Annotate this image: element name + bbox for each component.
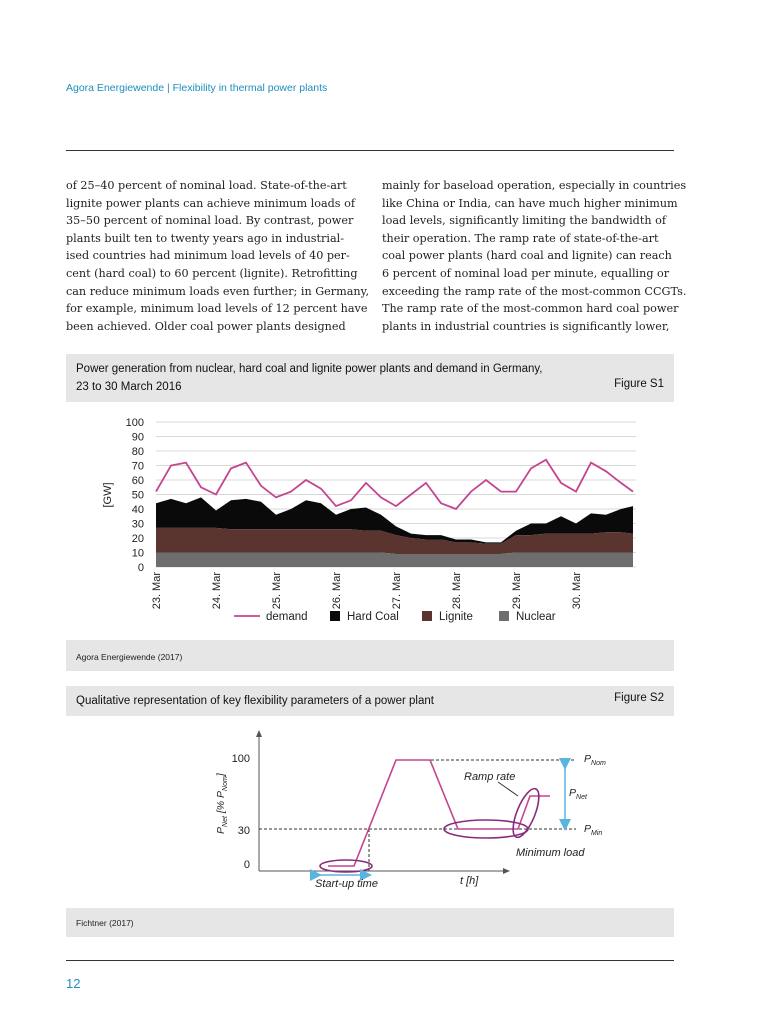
- body-column-right: mainly for baseload operation, especiall…: [382, 177, 687, 335]
- y-tick-label: 40: [132, 504, 144, 516]
- body-column-left: of 25–40 percent of nominal load. State-…: [66, 177, 369, 335]
- figure-s1: Power generation from nuclear, hard coal…: [66, 354, 674, 671]
- text-line: 35–50 percent of nominal load. By contra…: [66, 214, 354, 228]
- text-line: ised countries had minimum load levels o…: [66, 249, 350, 263]
- text-line: lignite power plants can achieve minimum…: [66, 196, 355, 210]
- y-axis-arrow: [256, 730, 262, 737]
- text-line: load levels, significantly limiting the …: [382, 214, 666, 228]
- minimum-load-label: Minimum load: [516, 847, 585, 859]
- legend-swatch-nuclear: [499, 611, 509, 621]
- x-tick-label: 30. Mar: [571, 572, 583, 610]
- text-line: 6 percent of nominal load per minute, eq…: [382, 266, 670, 280]
- x-tick-label: 23. Mar: [151, 572, 163, 610]
- figure-title-line: Power generation from nuclear, hard coal…: [76, 363, 543, 375]
- p-min-label: PMin: [584, 823, 602, 837]
- figure-s2: Qualitative representation of key flexib…: [66, 686, 674, 937]
- legend-swatch-hard-coal: [330, 611, 340, 621]
- x-tick-label: 25. Mar: [271, 572, 283, 610]
- legend-label: Lignite: [439, 611, 473, 623]
- startup-time-label: Start-up time: [315, 878, 378, 890]
- text-line: The ramp rate of the most-common hard co…: [382, 302, 679, 316]
- figure-title-line: 23 to 30 March 2016: [76, 381, 182, 393]
- y-tick-label: 30: [238, 825, 250, 837]
- x-tick-label: 27. Mar: [391, 572, 403, 610]
- y-tick-label: 100: [232, 753, 250, 765]
- legend-label: Nuclear: [516, 611, 556, 623]
- p-net-label: PNet: [569, 787, 588, 801]
- flexibility-diagram: 100 30 0 PNet [% PNom] Ramp rate Minimum…: [215, 730, 606, 890]
- text-line: plants in industrial countries is signif…: [382, 319, 670, 333]
- figure-s1-source: Agora Energiewende (2017): [76, 652, 183, 662]
- y-tick-label: 0: [138, 562, 144, 574]
- text-line: their operation. The ramp rate of state-…: [382, 231, 659, 245]
- y-tick-label: 100: [126, 417, 144, 429]
- y-tick-label: 20: [132, 533, 144, 545]
- y-tick-label: 60: [132, 475, 144, 487]
- figure-s2-title: Qualitative representation of key flexib…: [76, 695, 434, 707]
- legend-label: demand: [266, 611, 308, 623]
- text-line: like China or India, can have much highe…: [382, 196, 678, 210]
- text-line: of 25–40 percent of nominal load. State-…: [66, 179, 347, 192]
- x-tick-label: 28. Mar: [451, 572, 463, 610]
- chart-svg: 0 10 20 30 40 50 60 70 80 90 100 [GW] 23. Mar 24. Mar…: [102, 417, 636, 623]
- ramp-rate-ellipse: [512, 787, 540, 839]
- ramp-rate-pointer: [497, 781, 519, 797]
- x-axis-arrow: [503, 868, 510, 874]
- x-tick-label: 24. Mar: [211, 572, 223, 610]
- demand-line: [155, 458, 634, 511]
- header-rule: [66, 150, 674, 151]
- nuclear-area: [156, 552, 633, 567]
- power-curve: [328, 759, 550, 867]
- x-tick-label: 29. Mar: [511, 572, 523, 610]
- y-axis-label: [GW]: [102, 482, 114, 507]
- text-line: for example, minimum load levels of 12 p…: [66, 302, 368, 316]
- y-tick-label: 10: [132, 548, 144, 560]
- legend-swatch-lignite: [422, 611, 432, 621]
- text-line: plants built ten to twenty years ago in …: [66, 231, 344, 245]
- y-tick-label: 90: [132, 432, 144, 444]
- hard-coal-area: [156, 497, 633, 544]
- ramp-rate-label: Ramp rate: [464, 771, 515, 783]
- y-tick-label: 30: [132, 519, 144, 531]
- y-tick-label: 50: [132, 490, 144, 502]
- figure-s2-plot-area: 100 30 0 PNet [% PNom] Ramp rate Minimum…: [66, 716, 674, 908]
- figure-s1-title: Power generation from nuclear, hard coal…: [76, 360, 542, 396]
- legend-label: Hard Coal: [347, 611, 399, 623]
- y-tick-label: 80: [132, 446, 144, 458]
- y-tick-label: 70: [132, 461, 144, 473]
- y-axis-label: PNet [% PNom]: [215, 772, 229, 834]
- x-axis-label: t [h]: [460, 875, 479, 887]
- text-line: cent (hard coal) to 60 percent (lignite)…: [66, 266, 358, 280]
- y-tick-label: 0: [244, 859, 250, 871]
- text-line: exceeding the ramp rate of the most-comm…: [382, 284, 687, 298]
- lignite-area: [156, 527, 633, 554]
- figure-s2-label: Figure S2: [614, 692, 664, 704]
- p-nom-label: PNom: [584, 753, 606, 767]
- text-line: been achieved. Older coal power plants d…: [66, 319, 346, 333]
- figure-s2-source: Fichtner (2017): [76, 918, 134, 928]
- footer-rule: [66, 960, 674, 961]
- text-line: can reduce minimum loads even further; i…: [66, 284, 369, 298]
- page-number: 12: [66, 976, 81, 991]
- running-header: Agora Energiewende | Flexibility in ther…: [66, 82, 328, 94]
- text-line: mainly for baseload operation, especiall…: [382, 179, 687, 192]
- figure-s1-label: Figure S1: [614, 378, 664, 390]
- figure-s1-plot-area: 0 10 20 30 40 50 60 70 80 90 100 [GW] 23. Mar 24. Mar…: [66, 402, 674, 640]
- x-tick-label: 26. Mar: [331, 572, 343, 610]
- text-line: coal power plants (hard coal and lignite…: [382, 249, 672, 263]
